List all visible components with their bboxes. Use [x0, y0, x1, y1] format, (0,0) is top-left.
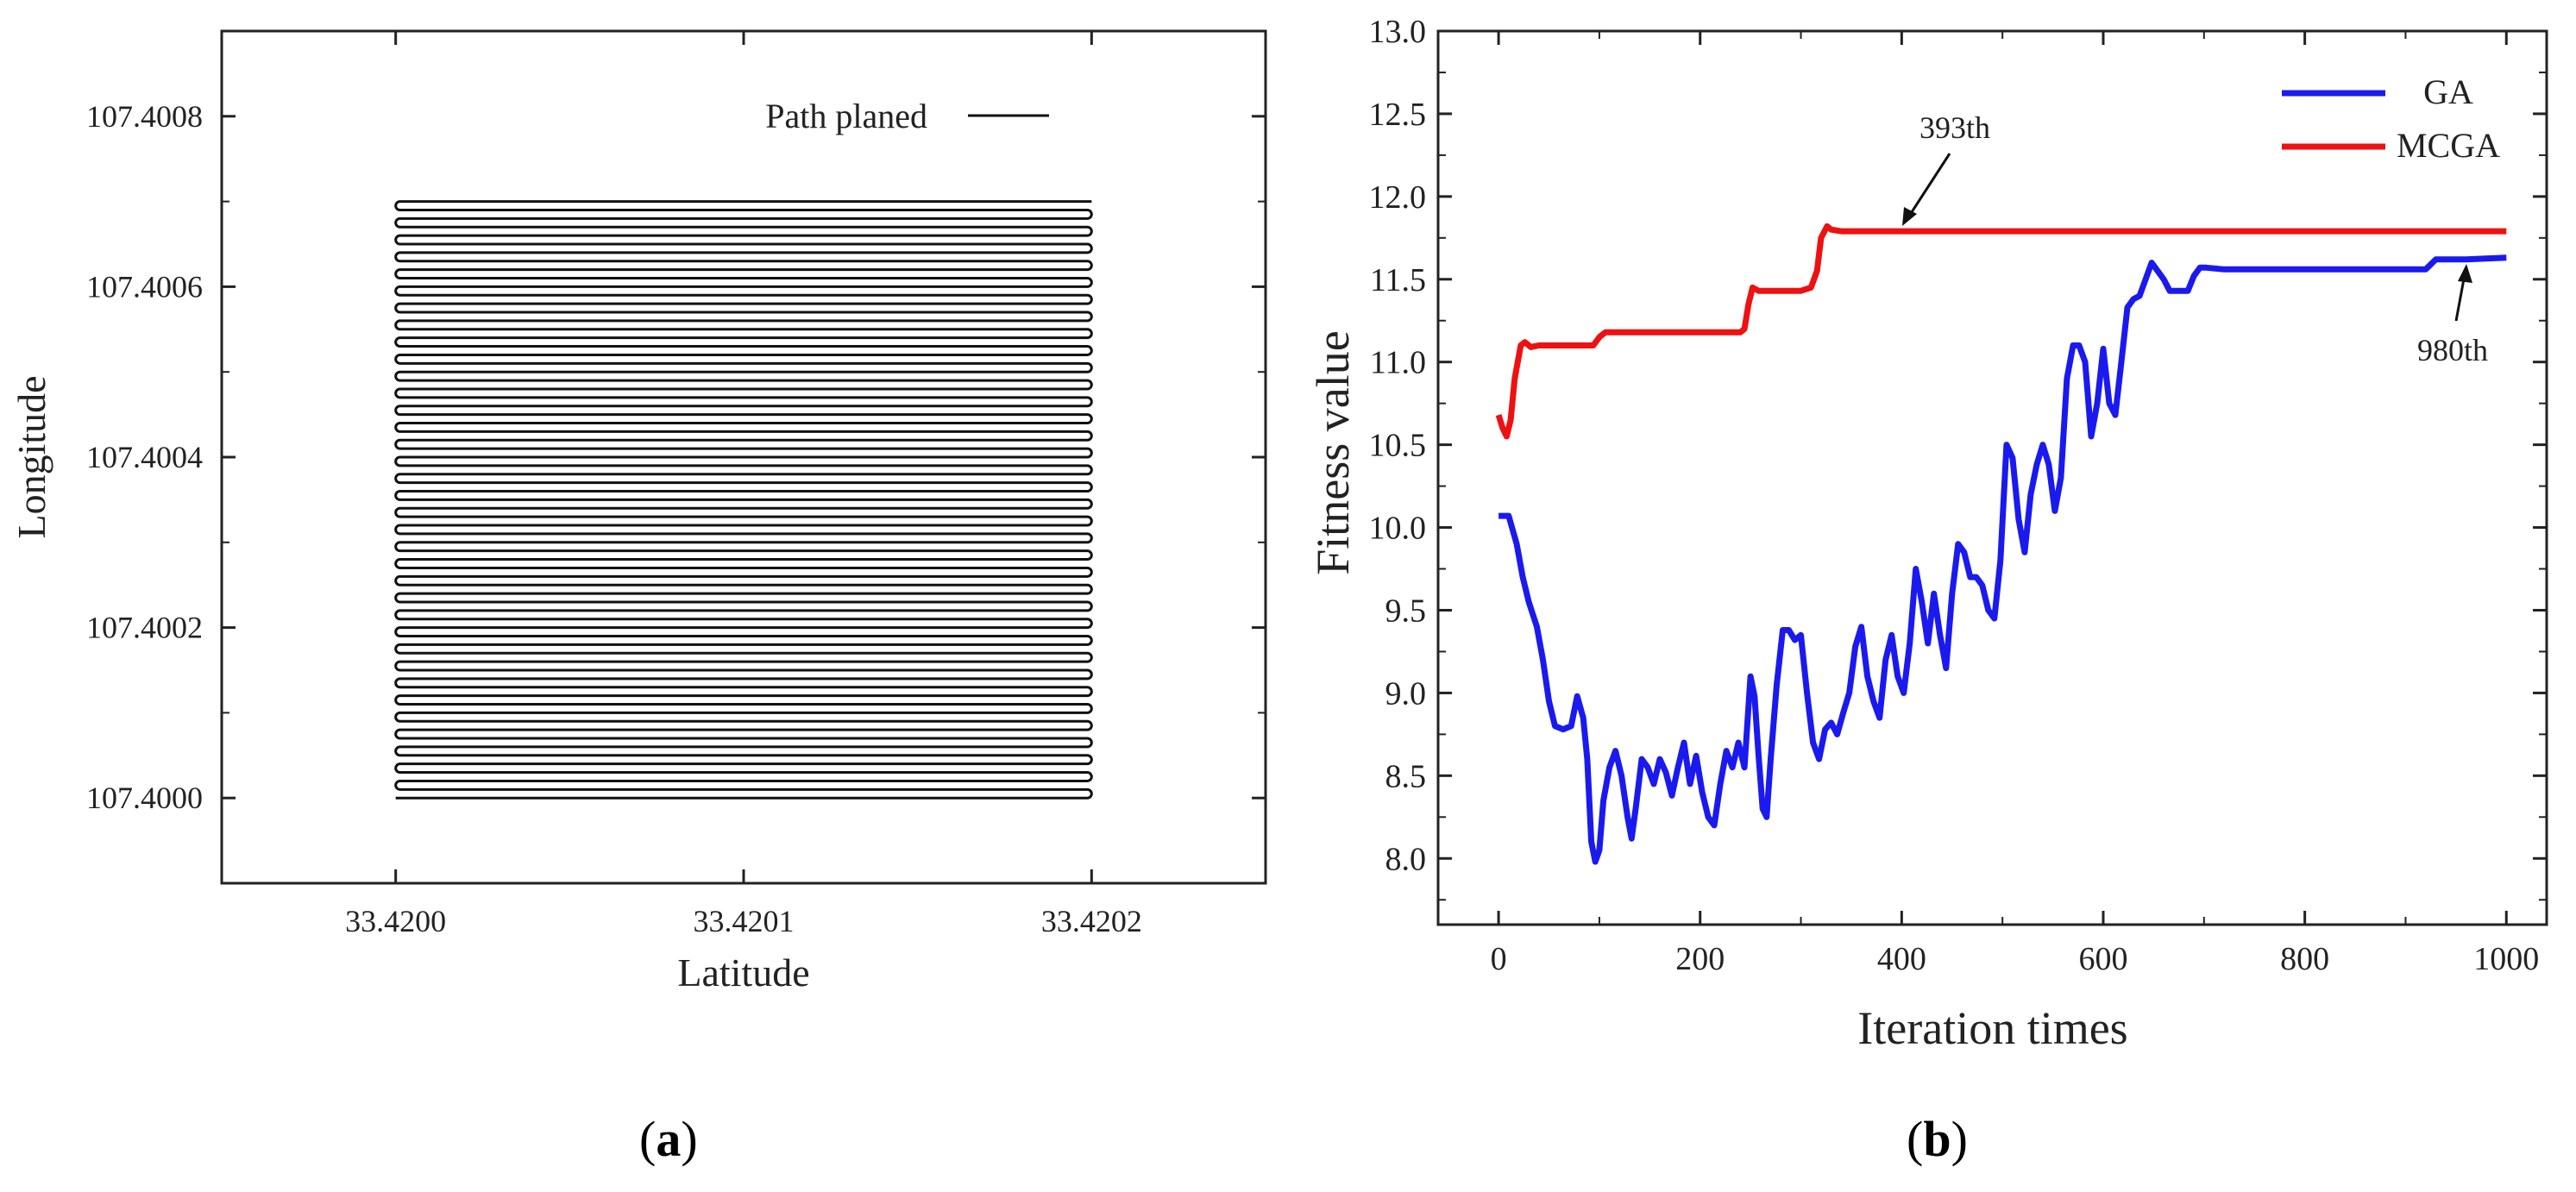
y-axis-label-fitness-value: Fitness value	[1307, 330, 1359, 574]
annotation-980th-arrowhead	[2458, 264, 2472, 283]
panel-label-b: (b)	[1907, 1111, 1968, 1167]
x-tick-label: 200	[1675, 941, 1725, 977]
annotation-980th: 980th	[2417, 333, 2488, 367]
path-planed-line	[394, 200, 1093, 800]
x-tick-label: 800	[2280, 941, 2329, 977]
legend-label-mcga: MCGA	[2397, 126, 2500, 165]
legend-label-ga: GA	[2423, 72, 2473, 111]
panel-a-path-plot: 33.4200 33.4201 33.4202 107.4000 107.4002 107…	[9, 29, 1267, 1167]
panel-b-plot-frame	[1436, 29, 2548, 926]
y-tick-label: 8.0	[1385, 841, 1427, 877]
x-tick-label: 0	[1491, 941, 1507, 977]
x-tick-label: 33.4201	[694, 904, 795, 938]
series-line-ga	[1498, 254, 2507, 865]
panel-a-letter: a	[656, 1111, 681, 1167]
y-tick-label: 11.0	[1370, 345, 1426, 381]
y-tick-label: 107.4002	[86, 611, 203, 645]
panel-a-ticks	[222, 31, 1266, 883]
y-tick-label: 107.4006	[86, 269, 203, 304]
panel-a-tick-labels: 33.4200 33.4201 33.4202 107.4000 107.4002 107…	[86, 99, 1142, 938]
y-tick-label: 9.0	[1385, 675, 1427, 712]
y-tick-label: 9.5	[1385, 593, 1427, 629]
panel-b-letter: b	[1923, 1111, 1951, 1167]
panel-label-a: (a)	[639, 1111, 698, 1167]
annotation-393th-arrow	[1907, 153, 1951, 218]
legend-label-path-planed: Path planed	[765, 97, 927, 135]
x-tick-label: 400	[1877, 941, 1926, 977]
x-axis-label-iteration-times: Iteration times	[1857, 1002, 2127, 1054]
panel-a-close-paren: )	[681, 1111, 697, 1167]
y-tick-label: 13.0	[1369, 14, 1427, 50]
y-tick-label: 10.5	[1369, 428, 1427, 464]
y-tick-label: 12.0	[1369, 179, 1427, 216]
panel-b-ticks	[1438, 29, 2547, 925]
y-tick-label: 8.5	[1385, 758, 1427, 794]
series-line-mcga	[1495, 223, 2507, 440]
y-tick-label: 107.4008	[86, 99, 203, 134]
panel-b-open-paren: (	[1907, 1111, 1923, 1167]
x-tick-label: 33.4202	[1041, 904, 1142, 938]
x-tick-label: 600	[2079, 941, 2128, 977]
x-axis-label-latitude: Latitude	[677, 950, 809, 994]
x-tick-label: 1000	[2473, 941, 2539, 977]
x-tick-label: 33.4200	[345, 904, 446, 938]
panel-b-fitness-plot: 0 200 400 600 800 1000 8.0 8.5 9.0 9.5 10.0 10.5 11.…	[1307, 14, 2548, 1167]
panel-a-open-paren: (	[639, 1111, 656, 1167]
panel-b-close-paren: )	[1951, 1111, 1968, 1167]
y-tick-label: 107.4000	[86, 781, 203, 815]
panel-b-tick-labels: 0 200 400 600 800 1000 8.0 8.5 9.0 9.5 10.0 10.5 11.…	[1369, 14, 2540, 977]
y-tick-label: 10.0	[1369, 511, 1427, 547]
y-tick-label: 11.5	[1370, 262, 1426, 298]
y-tick-label: 107.4004	[86, 440, 203, 474]
y-axis-label-longitude: Longitude	[9, 375, 53, 538]
annotation-980th-arrow	[2454, 273, 2466, 322]
annotation-393th: 393th	[1919, 110, 1990, 145]
y-tick-label: 12.5	[1369, 97, 1427, 133]
annotation-393th-arrowhead	[1902, 207, 1917, 226]
